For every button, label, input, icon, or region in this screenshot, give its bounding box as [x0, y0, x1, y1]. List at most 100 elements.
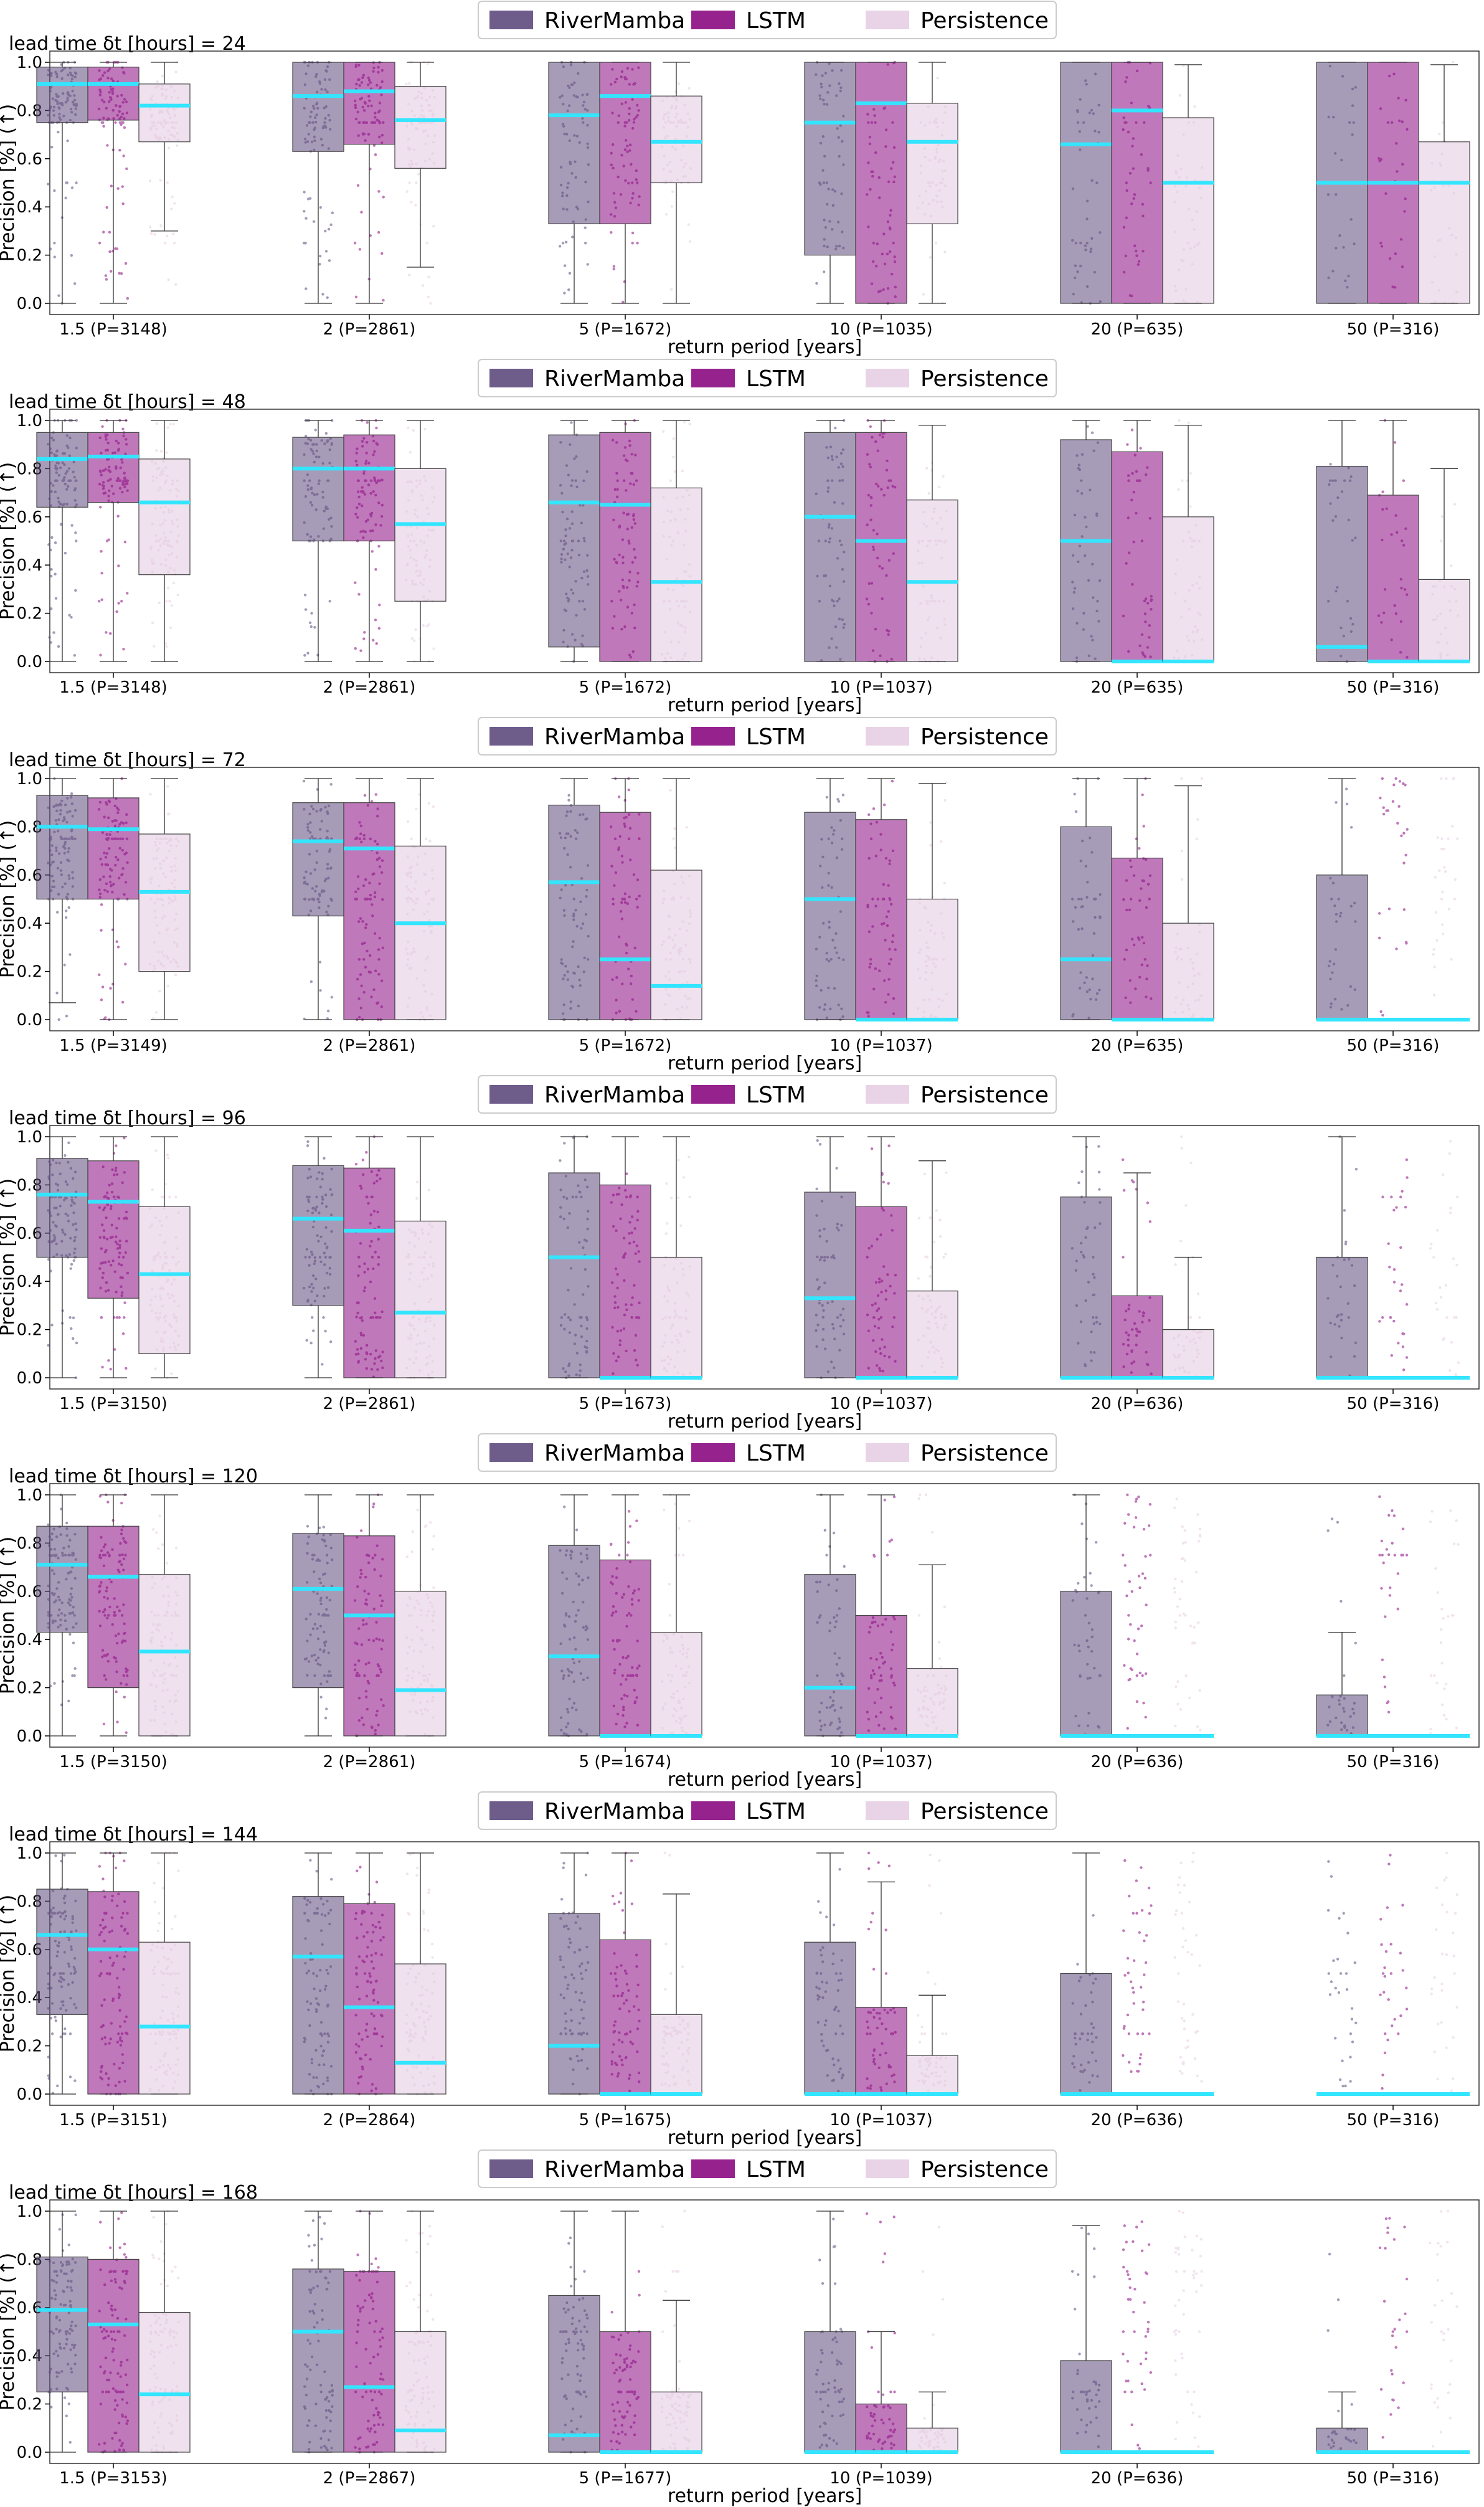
- data-point: [116, 945, 120, 949]
- box-rivermamba: [1316, 874, 1368, 1020]
- data-point: [869, 425, 872, 429]
- data-point: [165, 451, 168, 454]
- data-point: [366, 421, 369, 424]
- data-point: [154, 1011, 158, 1014]
- data-point: [1438, 869, 1441, 873]
- data-point: [1178, 93, 1181, 97]
- data-point: [427, 623, 430, 626]
- data-point: [361, 1159, 365, 1162]
- data-point: [323, 1157, 326, 1160]
- data-point: [329, 783, 333, 786]
- legend-label-lstm: LSTM: [746, 1083, 806, 1108]
- y-tick-label: 1.0: [17, 1128, 42, 1147]
- data-point: [174, 1195, 177, 1198]
- data-point: [159, 450, 163, 453]
- data-point: [929, 821, 932, 824]
- legend-label-rivermamba: RiverMamba: [544, 1083, 685, 1108]
- data-point: [328, 600, 331, 603]
- x-tick-label: 5 (P=1672): [579, 678, 672, 697]
- data-point: [109, 270, 113, 273]
- data-point: [681, 470, 684, 473]
- data-point: [329, 1340, 333, 1344]
- legend-label-persistence: Persistence: [920, 366, 1049, 392]
- data-point: [1402, 908, 1406, 911]
- data-point: [166, 586, 170, 590]
- data-point: [312, 220, 316, 223]
- y-tick-label: 0.6: [17, 150, 42, 169]
- data-point: [407, 426, 410, 430]
- data-point: [321, 293, 324, 296]
- legend-label-lstm: LSTM: [746, 366, 806, 392]
- data-point: [318, 263, 321, 266]
- data-point: [107, 1359, 110, 1362]
- box-rivermamba: [548, 1172, 600, 1378]
- box-lstm: [599, 812, 651, 1020]
- data-point: [1382, 806, 1385, 809]
- data-point: [1396, 822, 1399, 825]
- y-tick-label: 0.4: [17, 556, 42, 575]
- data-point: [1180, 777, 1183, 780]
- data-point: [664, 1232, 668, 1235]
- data-point: [943, 799, 947, 802]
- data-point: [408, 181, 411, 184]
- x-tick-label: 1.5 (P=3148): [59, 678, 168, 697]
- box-persistence: [650, 870, 702, 1020]
- data-point: [117, 602, 120, 605]
- data-point: [313, 626, 316, 629]
- y-tick-label: 0.0: [17, 295, 42, 313]
- data-point: [354, 1162, 358, 1166]
- data-point: [170, 207, 173, 211]
- data-point: [927, 491, 930, 495]
- data-point: [664, 212, 668, 216]
- data-point: [99, 653, 102, 656]
- box-lstm: [855, 1206, 907, 1378]
- legend-frame: [478, 1, 1057, 39]
- box-persistence: [1418, 579, 1470, 662]
- data-point: [1451, 60, 1455, 64]
- plot-frame: [49, 767, 1480, 1031]
- data-point: [374, 153, 377, 156]
- data-point: [117, 564, 120, 567]
- data-point: [174, 70, 177, 73]
- box-persistence: [138, 1206, 191, 1354]
- data-point: [102, 230, 105, 234]
- data-point: [64, 1154, 67, 1157]
- x-tick-label: 50 (P=316): [1347, 1036, 1440, 1055]
- data-point: [369, 234, 372, 237]
- data-point: [166, 426, 170, 429]
- data-point: [688, 240, 692, 243]
- data-point: [1450, 958, 1453, 961]
- box-rivermamba: [1060, 62, 1112, 304]
- data-point: [1433, 965, 1436, 969]
- data-point: [49, 1269, 52, 1272]
- data-point: [1432, 952, 1435, 956]
- data-point: [167, 278, 170, 282]
- data-point: [303, 191, 306, 194]
- y-tick-label: 0.6: [17, 508, 42, 527]
- box-lstm: [855, 432, 907, 662]
- data-point: [1180, 878, 1184, 881]
- x-axis-title: return period [years]: [668, 336, 862, 358]
- data-point: [54, 541, 57, 544]
- data-point: [148, 179, 152, 182]
- box-rivermamba: [804, 432, 856, 662]
- data-point: [1456, 837, 1459, 840]
- data-point: [627, 788, 630, 792]
- x-axis-title: return period [years]: [668, 694, 862, 716]
- data-point: [164, 242, 167, 245]
- data-point: [66, 139, 69, 143]
- data-point: [1394, 777, 1397, 780]
- data-point: [303, 210, 306, 213]
- data-point: [415, 1180, 419, 1183]
- data-point: [375, 642, 378, 645]
- legend-label-lstm: LSTM: [746, 8, 806, 34]
- data-point: [118, 1316, 121, 1319]
- y-tick-label: 1.0: [17, 770, 42, 789]
- data-point: [1441, 932, 1445, 936]
- data-point: [120, 600, 123, 603]
- data-point: [64, 916, 68, 919]
- data-point: [424, 837, 428, 840]
- box-persistence: [650, 95, 702, 184]
- data-point: [73, 282, 77, 285]
